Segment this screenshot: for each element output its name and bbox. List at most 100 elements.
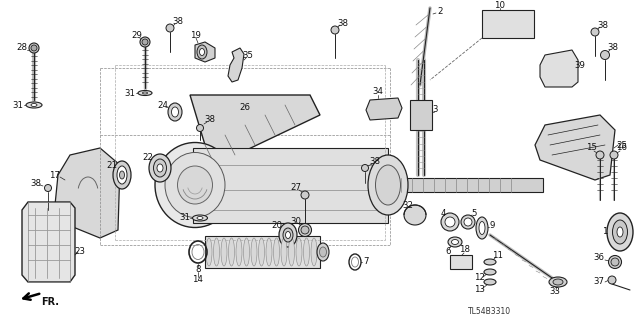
Ellipse shape (368, 155, 408, 215)
Ellipse shape (251, 238, 257, 266)
Text: 21: 21 (106, 160, 118, 169)
Text: 15: 15 (586, 144, 598, 152)
Text: 14: 14 (193, 276, 204, 285)
Ellipse shape (298, 224, 312, 236)
Text: 28: 28 (17, 43, 28, 53)
Ellipse shape (303, 238, 310, 266)
Ellipse shape (281, 238, 287, 266)
Polygon shape (55, 148, 120, 238)
Text: 5: 5 (471, 209, 477, 218)
Ellipse shape (45, 184, 51, 191)
Ellipse shape (29, 43, 39, 53)
Ellipse shape (484, 269, 496, 275)
Ellipse shape (157, 164, 163, 172)
Ellipse shape (607, 213, 633, 251)
Bar (28, 202, 70, 282)
Text: 23: 23 (74, 248, 86, 256)
Text: 11: 11 (493, 250, 504, 259)
Text: 4: 4 (440, 209, 445, 218)
Ellipse shape (331, 26, 339, 34)
Text: 6: 6 (445, 248, 451, 256)
Ellipse shape (113, 161, 131, 189)
Ellipse shape (140, 37, 150, 47)
Ellipse shape (484, 259, 496, 265)
Ellipse shape (236, 238, 242, 266)
Text: 9: 9 (490, 220, 495, 229)
Ellipse shape (319, 247, 326, 257)
Ellipse shape (155, 143, 235, 227)
Ellipse shape (166, 24, 174, 32)
Ellipse shape (317, 243, 329, 261)
Ellipse shape (611, 258, 619, 266)
Ellipse shape (404, 205, 426, 225)
Polygon shape (22, 202, 75, 282)
Ellipse shape (612, 220, 627, 244)
Ellipse shape (196, 124, 204, 131)
Ellipse shape (464, 218, 472, 226)
Ellipse shape (26, 102, 42, 108)
Bar (482, 10, 534, 38)
Ellipse shape (154, 159, 166, 177)
Ellipse shape (200, 48, 205, 56)
Text: 7: 7 (364, 257, 369, 266)
Ellipse shape (301, 226, 309, 234)
Ellipse shape (600, 50, 609, 60)
Text: 25: 25 (616, 140, 627, 150)
Text: 27: 27 (291, 183, 301, 192)
Ellipse shape (165, 152, 225, 218)
Text: 24: 24 (157, 100, 168, 109)
Ellipse shape (285, 232, 291, 239)
Ellipse shape (206, 238, 212, 266)
Ellipse shape (120, 171, 125, 179)
Ellipse shape (484, 279, 496, 285)
Text: 38: 38 (337, 19, 349, 27)
Ellipse shape (479, 221, 485, 234)
Ellipse shape (301, 191, 309, 199)
Ellipse shape (617, 227, 623, 237)
Text: 38: 38 (31, 179, 42, 188)
Ellipse shape (279, 223, 297, 247)
Ellipse shape (451, 240, 458, 244)
Ellipse shape (376, 165, 401, 205)
Ellipse shape (177, 166, 212, 204)
Ellipse shape (608, 276, 616, 284)
Text: 38: 38 (607, 43, 618, 53)
Text: 35: 35 (243, 50, 253, 60)
Ellipse shape (596, 151, 604, 159)
Ellipse shape (610, 151, 618, 159)
Text: 18: 18 (460, 246, 470, 255)
Text: FR.: FR. (41, 297, 59, 307)
Ellipse shape (349, 254, 361, 270)
Text: 3: 3 (432, 106, 438, 115)
Text: 31: 31 (179, 213, 191, 222)
Text: 31: 31 (13, 100, 24, 109)
Ellipse shape (143, 92, 147, 94)
Ellipse shape (266, 238, 272, 266)
Text: 38: 38 (173, 18, 184, 26)
Text: 37: 37 (593, 278, 604, 286)
Ellipse shape (289, 238, 294, 266)
Bar (410, 100, 432, 130)
Text: 31: 31 (125, 88, 136, 98)
Text: 12: 12 (474, 273, 486, 283)
Ellipse shape (311, 238, 317, 266)
Ellipse shape (609, 256, 621, 269)
Bar (193, 148, 388, 223)
Text: 29: 29 (132, 31, 143, 40)
Text: 19: 19 (189, 31, 200, 40)
Ellipse shape (117, 166, 127, 184)
Text: TL54B3310: TL54B3310 (468, 308, 511, 316)
Bar (450, 255, 472, 269)
Text: 30: 30 (291, 218, 301, 226)
Text: 1: 1 (602, 227, 608, 236)
Text: 22: 22 (143, 152, 154, 161)
Ellipse shape (138, 91, 152, 95)
Text: 32: 32 (403, 201, 413, 210)
Text: 34: 34 (372, 87, 383, 97)
Ellipse shape (273, 238, 280, 266)
Ellipse shape (362, 165, 369, 172)
Ellipse shape (441, 213, 459, 231)
Ellipse shape (31, 45, 37, 51)
Ellipse shape (142, 39, 148, 45)
Ellipse shape (221, 238, 227, 266)
